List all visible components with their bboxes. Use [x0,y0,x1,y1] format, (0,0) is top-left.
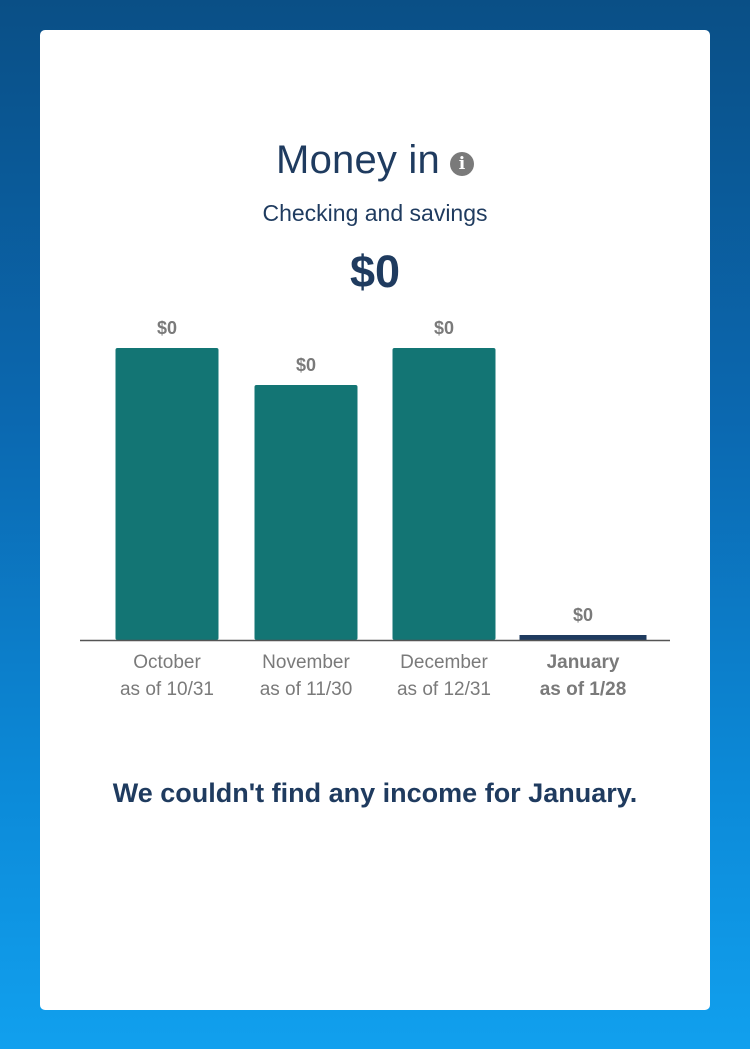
tick-sublabel-december: as of 12/31 [397,679,491,700]
data-label-october: $0 [157,318,177,338]
tick-sublabel-november: as of 11/30 [260,679,353,700]
subtitle: Checking and savings [262,200,488,226]
bar-january [519,635,647,640]
info-icon[interactable]: i [449,151,474,176]
bar-november [254,385,358,640]
tick-label-october: October [133,652,201,673]
no-income-message: We couldn't find any income for January. [112,778,638,808]
bar-october [115,348,219,640]
data-label-november: $0 [296,355,316,375]
tick-label-december: December [400,652,488,673]
tick-label-january: January [547,652,620,673]
money-in-card: Money in i Checking and savings $0 $0 Octo… [40,30,710,1010]
title-row: Money in i [40,138,710,190]
data-label-january: $0 [573,605,593,625]
bar-december [392,348,496,640]
money-in-chart: $0 October as of 10/31 $0 November as of 11/3… [80,318,670,700]
data-label-december: $0 [434,318,454,338]
total-amount: $0 [349,246,401,297]
tick-label-november: November [262,652,350,673]
page-title: Money in [276,138,440,182]
tick-sublabel-january: as of 1/28 [540,679,627,700]
tick-sublabel-october: as of 10/31 [120,679,214,700]
